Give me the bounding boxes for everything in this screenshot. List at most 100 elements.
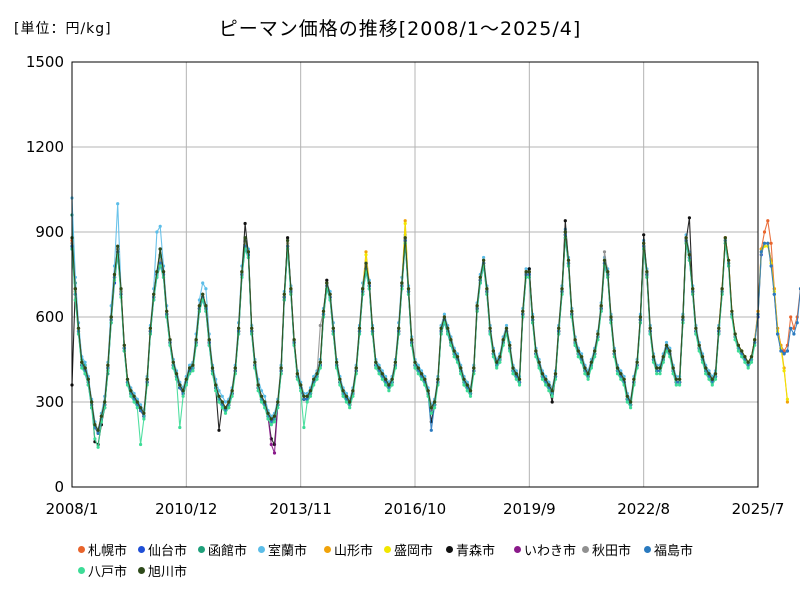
- x-axis-ticks: 2008/1 2010/12 2013/11 2016/10 2019/9 2022/8 2…: [46, 500, 785, 518]
- data-point: [263, 406, 267, 410]
- data-point: [269, 442, 273, 447]
- x-tick-label: 2013/11: [270, 500, 332, 518]
- data-point: [733, 338, 737, 342]
- data-point: [439, 326, 443, 330]
- legend-label: 秋田市: [592, 544, 632, 559]
- data-point: [462, 377, 466, 381]
- data-point: [789, 326, 793, 330]
- data-point: [384, 383, 388, 387]
- data-point: [259, 400, 264, 404]
- legend-marker: [384, 546, 391, 553]
- data-point: [429, 428, 433, 432]
- data-point: [449, 343, 453, 347]
- data-point: [550, 394, 554, 398]
- data-point: [73, 287, 77, 291]
- data-point: [325, 281, 329, 285]
- data-point: [341, 389, 345, 393]
- data-point: [573, 338, 577, 342]
- data-point: [674, 377, 678, 381]
- data-point: [710, 383, 714, 387]
- data-point: [174, 372, 179, 376]
- data-point: [769, 264, 773, 268]
- data-point: [214, 389, 218, 393]
- data-point: [776, 332, 780, 336]
- data-point: [576, 349, 580, 353]
- data-point: [583, 366, 587, 370]
- data-point: [785, 397, 790, 401]
- series-line: [71, 231, 756, 432]
- legend-item: 盛岡市: [384, 540, 433, 559]
- data-point: [139, 442, 143, 447]
- data-point: [259, 394, 264, 398]
- data-point: [171, 366, 175, 370]
- data-point: [295, 372, 299, 376]
- data-point: [700, 355, 705, 359]
- data-point: [282, 292, 286, 296]
- data-point: [697, 349, 701, 353]
- data-point: [227, 406, 231, 410]
- data-point: [237, 326, 241, 330]
- data-point: [789, 315, 793, 319]
- data-point: [606, 270, 610, 274]
- data-point: [694, 326, 698, 330]
- data-point: [619, 372, 623, 376]
- series-12: [70, 230, 757, 432]
- data-point: [338, 383, 342, 387]
- data-point: [442, 315, 446, 319]
- data-point: [436, 377, 440, 381]
- data-point: [201, 281, 205, 285]
- y-tick-label: 300: [35, 393, 64, 411]
- data-point: [217, 394, 221, 398]
- data-point: [286, 236, 290, 240]
- data-point: [377, 372, 381, 376]
- data-point: [740, 349, 744, 353]
- data-point: [664, 343, 669, 347]
- data-point: [152, 292, 156, 296]
- data-point: [576, 355, 580, 359]
- data-point: [266, 411, 270, 415]
- legend-item: いわき市: [514, 540, 576, 559]
- data-point: [511, 372, 515, 376]
- data-point: [602, 258, 607, 262]
- data-point: [348, 406, 352, 410]
- data-point: [733, 332, 737, 336]
- data-point: [517, 383, 522, 387]
- data-point: [459, 366, 463, 370]
- legend-item: 秋田市: [582, 540, 631, 559]
- data-point: [511, 366, 515, 370]
- legend-item: 函館市: [198, 540, 247, 559]
- data-point: [158, 247, 162, 251]
- data-point: [482, 258, 486, 262]
- data-point: [318, 360, 322, 364]
- data-point: [210, 366, 215, 370]
- data-point: [292, 338, 296, 342]
- data-point: [289, 287, 293, 291]
- x-tick-label: 2019/9: [503, 500, 556, 518]
- data-point: [191, 363, 195, 367]
- data-point: [413, 360, 417, 364]
- data-point: [655, 366, 659, 370]
- data-point: [302, 425, 306, 430]
- data-point: [746, 366, 750, 370]
- data-point: [498, 360, 502, 364]
- data-point: [308, 389, 313, 393]
- data-point: [501, 338, 505, 342]
- data-point: [161, 270, 166, 274]
- data-point: [256, 383, 260, 387]
- data-point: [90, 400, 94, 404]
- y-tick-label: 1200: [26, 138, 64, 156]
- data-point: [727, 258, 731, 262]
- data-point: [155, 230, 159, 234]
- data-point: [380, 372, 384, 376]
- legend-label: いわき市: [524, 544, 577, 559]
- data-point: [184, 383, 188, 387]
- x-tick-label: 2025/7: [732, 500, 785, 518]
- data-point: [632, 377, 636, 381]
- data-point: [681, 315, 685, 319]
- data-point: [423, 377, 427, 381]
- data-point: [201, 292, 205, 296]
- data-point: [580, 355, 584, 359]
- data-point: [181, 389, 185, 393]
- data-point: [99, 414, 103, 418]
- data-point: [459, 372, 463, 376]
